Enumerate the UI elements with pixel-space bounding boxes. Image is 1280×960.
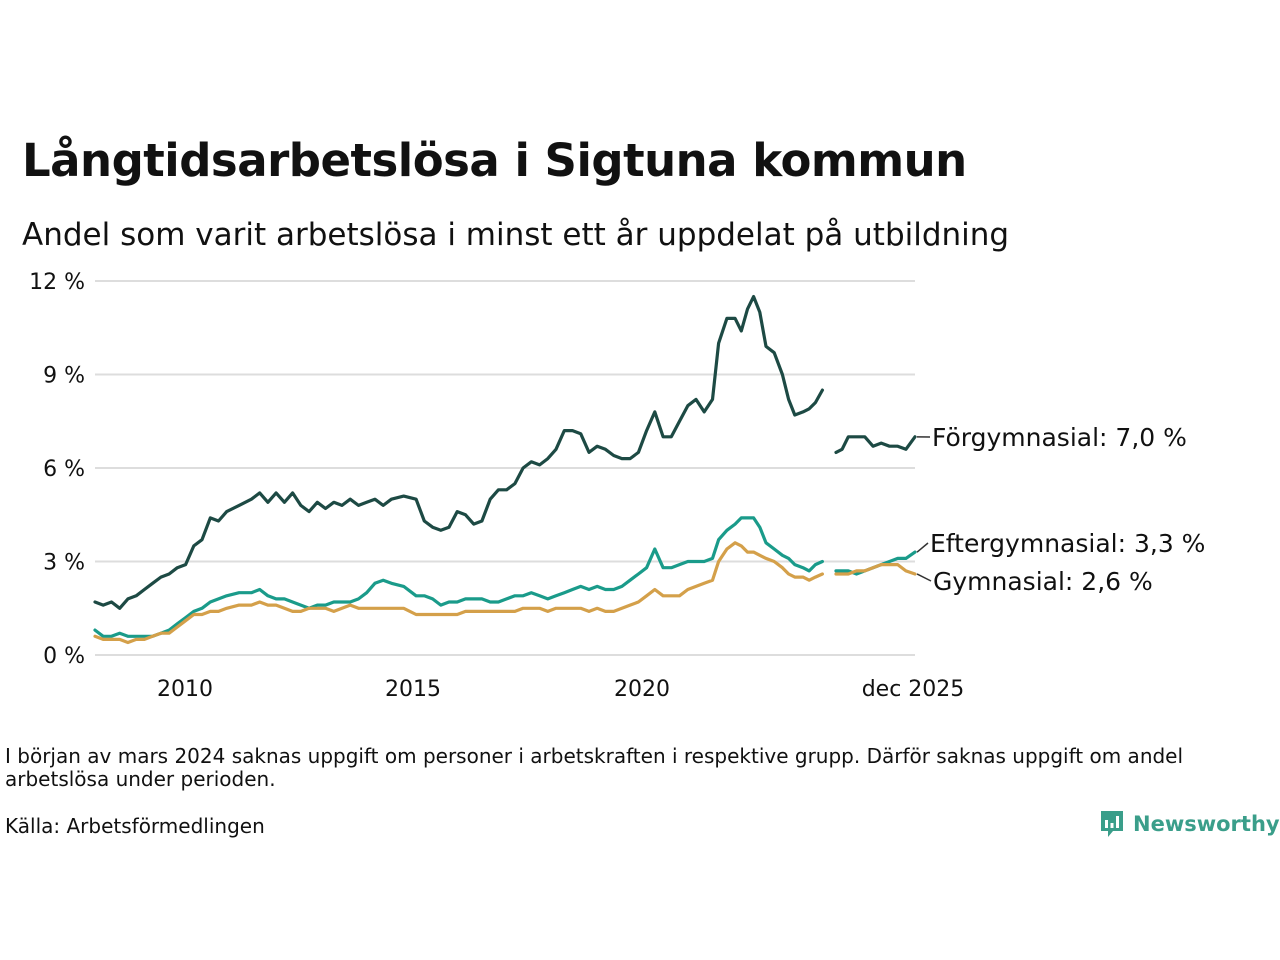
x-tick-label: 2020 — [614, 677, 670, 702]
series-end-labels: Förgymnasial: 7,0 % Eftergymnasial: 3,3 %… — [916, 423, 1205, 596]
series-line-förgymnasial — [834, 435, 917, 454]
footnote: I början av mars 2024 saknas uppgift om … — [5, 744, 1184, 791]
chart-subtitle: Andel som varit arbetslösa i minst ett å… — [22, 217, 1010, 253]
label-connector — [916, 542, 929, 553]
gridlines — [95, 280, 915, 656]
y-tick-label: 12 % — [29, 270, 85, 295]
y-axis-ticks: 0 % 3 % 6 % 9 % 12 % — [29, 270, 85, 669]
series-line-gymnasial — [834, 563, 917, 576]
line-chart: 0 % 3 % 6 % 9 % 12 % 2010 2015 2020 dec 2025 Fö… — [29, 270, 1205, 702]
source-credit: Källa: Arbetsförmedlingen — [5, 814, 265, 838]
x-tick-label: dec 2025 — [862, 677, 965, 702]
y-tick-label: 9 % — [43, 364, 85, 389]
y-tick-label: 6 % — [43, 457, 85, 482]
series-line-eftergymnasial — [93, 516, 824, 638]
label-connector — [916, 573, 932, 582]
y-tick-label: 0 % — [43, 644, 85, 669]
x-tick-label: 2010 — [157, 677, 213, 702]
series-end-label-gymnasial: Gymnasial: 2,6 % — [933, 567, 1153, 596]
newsworthy-logo[interactable]: Newsworthy — [1099, 809, 1280, 839]
series-line-gymnasial — [93, 541, 824, 645]
bar-chart-bubble-icon — [1101, 811, 1123, 837]
series-line-förgymnasial — [93, 295, 824, 610]
x-axis-ticks: 2010 2015 2020 dec 2025 — [157, 677, 964, 702]
series-lines — [93, 295, 917, 645]
brand-name: Newsworthy — [1133, 812, 1280, 836]
series-end-label-förgymnasial: Förgymnasial: 7,0 % — [932, 423, 1187, 452]
series-end-label-eftergymnasial: Eftergymnasial: 3,3 % — [930, 529, 1205, 558]
x-tick-label: 2015 — [385, 677, 441, 702]
chart-title: Långtidsarbetslösa i Sigtuna kommun — [22, 134, 967, 187]
y-tick-label: 3 % — [43, 551, 85, 576]
